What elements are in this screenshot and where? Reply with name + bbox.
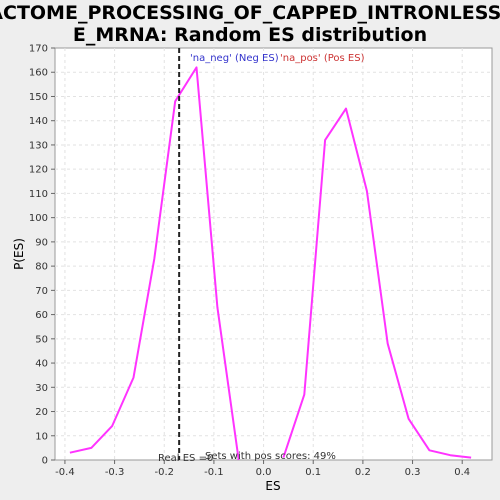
y-tick-label: 150 xyxy=(29,92,48,103)
pos-scores-annotation: Sets with pos scores: 49% xyxy=(205,451,336,462)
y-tick-label: 110 xyxy=(29,189,48,200)
y-tick-label: 40 xyxy=(35,359,48,370)
x-tick-label: 0.0 xyxy=(256,467,272,478)
series-line-neg xyxy=(69,66,240,461)
y-axis: 0 10 20 30 40 50 60 70 80 90 100 110 120 130 140 150 160… xyxy=(29,44,55,467)
y-tick-label: 30 xyxy=(35,383,48,394)
legend-neg: 'na_neg' (Neg ES) xyxy=(190,53,279,64)
y-tick-label: 70 xyxy=(35,286,48,297)
x-tick-label: 0.2 xyxy=(355,467,371,478)
x-tick-label: 0.4 xyxy=(454,467,470,478)
x-axis: -0.4 -0.3 -0.2 -0.1 0.0 0.1 0.2 0.3 0.4 xyxy=(55,460,470,478)
chart-title-line-2: E_MRNA: Random ES distribution xyxy=(73,24,427,46)
y-tick-label: 0 xyxy=(42,456,48,467)
y-tick-label: 60 xyxy=(35,310,48,321)
y-axis-label: P(ES) xyxy=(12,238,26,270)
y-tick-label: 50 xyxy=(35,334,48,345)
x-tick-label: 0.3 xyxy=(405,467,421,478)
y-tick-label: 80 xyxy=(35,262,48,273)
y-tick-label: 130 xyxy=(29,140,48,151)
x-tick-label: -0.1 xyxy=(204,467,224,478)
series-line-pos xyxy=(282,107,472,459)
x-tick-label: -0.4 xyxy=(55,467,75,478)
legend-pos: 'na_pos' (Pos ES) xyxy=(280,53,365,64)
plot-area xyxy=(54,47,493,461)
y-tick-label: 170 xyxy=(29,44,48,55)
x-tick-label: 0.1 xyxy=(305,467,321,478)
series xyxy=(69,66,472,461)
y-tick-label: 10 xyxy=(35,431,48,442)
real-es-label: Real ES =0 xyxy=(158,453,213,464)
grid xyxy=(55,48,492,460)
y-tick-label: 160 xyxy=(29,68,48,79)
x-tick-label: -0.2 xyxy=(154,467,174,478)
chart-title-line-1: REACTOME_PROCESSING_OF_CAPPED_INTRONLESS… xyxy=(0,2,500,24)
y-tick-label: 140 xyxy=(29,116,48,127)
y-tick-label: 20 xyxy=(35,407,48,418)
y-tick-label: 100 xyxy=(29,213,48,224)
x-axis-label: ES xyxy=(265,479,280,493)
x-tick-label: -0.3 xyxy=(105,467,125,478)
y-tick-label: 120 xyxy=(29,165,48,176)
y-tick-label: 90 xyxy=(35,237,48,248)
